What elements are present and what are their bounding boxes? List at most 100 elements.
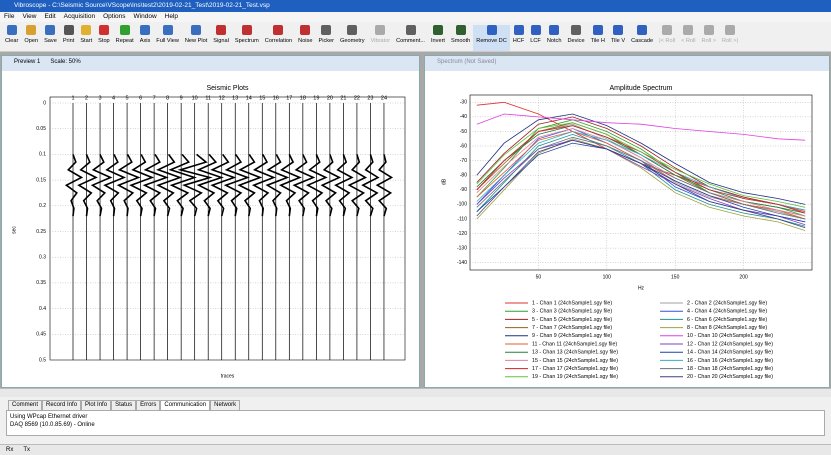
button-label: Clear bbox=[5, 38, 19, 44]
toolbar-button[interactable]: Notch bbox=[544, 25, 565, 51]
button-label: Notch bbox=[546, 38, 562, 44]
button-icon bbox=[513, 25, 524, 35]
button-icon bbox=[81, 25, 92, 35]
button-icon bbox=[273, 25, 284, 35]
button-icon bbox=[63, 25, 74, 35]
toolbar-button[interactable]: Smooth bbox=[448, 25, 473, 51]
button-label: Correlation bbox=[264, 38, 293, 44]
button-icon bbox=[191, 25, 202, 35]
button-label: Vibrator bbox=[370, 38, 391, 44]
toolbar-button[interactable]: Axis bbox=[137, 25, 154, 51]
button-label: Tile V bbox=[610, 38, 626, 44]
toolbar-button[interactable]: Tile V bbox=[608, 25, 628, 51]
toolbar-button[interactable]: New Plot bbox=[182, 25, 210, 51]
toolbar-button[interactable]: Remove DC bbox=[473, 25, 510, 51]
preview-window: Preview 1 Scale: 50% bbox=[1, 55, 420, 388]
window-title: Spectrum (Not Saved) bbox=[425, 56, 829, 71]
toolbar-button[interactable]: Geometry bbox=[337, 25, 368, 51]
toolbar-button[interactable]: Start bbox=[77, 25, 95, 51]
button-icon bbox=[98, 25, 109, 35]
button-icon bbox=[119, 25, 130, 35]
button-icon bbox=[703, 25, 714, 35]
menu-item[interactable]: Help bbox=[164, 13, 179, 20]
button-label: Stop bbox=[98, 38, 110, 44]
log-panel: Using WPcap Ethernet driver DAQ 8569 (10.… bbox=[6, 410, 825, 436]
toolbar-button[interactable]: Repeat bbox=[113, 25, 137, 51]
button-label: Tile H bbox=[590, 38, 605, 44]
button-icon bbox=[216, 25, 227, 35]
button-label: Print bbox=[62, 38, 75, 44]
status-bar: Rx Tx bbox=[0, 444, 831, 455]
button-icon bbox=[571, 25, 581, 35]
button-label: Open bbox=[24, 38, 39, 44]
toolbar-button[interactable]: Cascade bbox=[628, 25, 656, 51]
button-label: Comment... bbox=[396, 38, 425, 44]
menu-item[interactable]: Acquisition bbox=[63, 13, 96, 20]
toolbar-button[interactable]: Open bbox=[21, 25, 41, 51]
tab[interactable]: Status bbox=[111, 400, 137, 410]
toolbar: Clear Open Save Print Start Stop Repeat Axis Ful… bbox=[0, 22, 831, 52]
toolbar-button[interactable]: Spectrum bbox=[232, 25, 262, 51]
button-label: Save bbox=[44, 38, 57, 44]
button-label: Geometry bbox=[340, 38, 365, 44]
toolbar-button[interactable]: Invert bbox=[428, 25, 448, 51]
button-icon bbox=[433, 25, 443, 35]
button-icon bbox=[347, 25, 358, 35]
toolbar-button[interactable]: Roll >| bbox=[719, 25, 741, 51]
toolbar-button[interactable]: < Roll bbox=[678, 25, 698, 51]
toolbar-button[interactable]: HCF bbox=[510, 25, 528, 51]
tab[interactable]: Comment bbox=[8, 400, 43, 410]
button-label: |< Roll bbox=[659, 38, 676, 44]
toolbar-button[interactable]: LCF bbox=[527, 25, 544, 51]
button-label: Picker bbox=[318, 38, 335, 44]
button-icon bbox=[549, 25, 560, 35]
menu-item[interactable]: Edit bbox=[44, 13, 56, 20]
title-bar: Vibroscope - C:\Seismic Source\VScope\In… bbox=[0, 0, 831, 12]
button-icon bbox=[683, 25, 694, 35]
button-icon bbox=[300, 25, 311, 35]
button-icon bbox=[321, 25, 332, 35]
menu-item[interactable]: Options bbox=[103, 13, 126, 20]
scrollbar[interactable] bbox=[0, 388, 831, 397]
button-label: Roll >| bbox=[722, 38, 738, 44]
toolbar-button[interactable]: Tile H bbox=[588, 25, 608, 51]
spectrum-window: Spectrum (Not Saved) bbox=[424, 55, 830, 388]
toolbar-button[interactable]: Correlation bbox=[262, 25, 295, 51]
button-icon bbox=[486, 25, 497, 35]
toolbar-button[interactable]: Roll > bbox=[699, 25, 719, 51]
toolbar-button[interactable]: Stop bbox=[95, 25, 113, 51]
window-title: Preview 1 Scale: 50% bbox=[2, 56, 419, 71]
button-label: Smooth bbox=[451, 38, 471, 44]
toolbar-button[interactable]: Picker bbox=[315, 25, 337, 51]
button-icon bbox=[724, 25, 735, 35]
button-icon bbox=[26, 25, 37, 35]
toolbar-button[interactable]: |< Roll bbox=[656, 25, 678, 51]
toolbar-button[interactable]: Print bbox=[60, 25, 78, 51]
status-indicator: Tx bbox=[23, 447, 31, 453]
menu-item[interactable]: File bbox=[4, 13, 15, 20]
tab[interactable]: Communication bbox=[160, 400, 211, 410]
tab[interactable]: Errors bbox=[136, 400, 161, 410]
toolbar-button[interactable]: Noise bbox=[295, 25, 315, 51]
tab[interactable]: Network bbox=[210, 400, 241, 410]
button-label: Signal bbox=[213, 38, 229, 44]
window-scale: Scale: 50% bbox=[50, 59, 81, 65]
toolbar-button[interactable]: Full View bbox=[153, 25, 182, 51]
menu-item[interactable]: View bbox=[22, 13, 37, 20]
toolbar-button[interactable]: Comment... bbox=[393, 25, 428, 51]
toolbar-button[interactable]: Signal bbox=[210, 25, 232, 51]
button-icon bbox=[405, 25, 416, 35]
button-icon bbox=[241, 25, 252, 35]
toolbar-button[interactable]: Vibrator bbox=[368, 25, 394, 51]
button-label: Noise bbox=[298, 38, 313, 44]
button-icon bbox=[592, 25, 603, 35]
button-label: Axis bbox=[139, 38, 151, 44]
button-icon bbox=[6, 25, 17, 35]
toolbar-button[interactable]: Clear bbox=[2, 25, 21, 51]
button-icon bbox=[662, 25, 673, 35]
toolbar-button[interactable]: Device bbox=[564, 25, 587, 51]
menu-item[interactable]: Window bbox=[133, 13, 157, 20]
tab[interactable]: Record Info bbox=[42, 400, 82, 410]
toolbar-button[interactable]: Save bbox=[41, 25, 60, 51]
tab[interactable]: Plot Info bbox=[81, 400, 112, 410]
